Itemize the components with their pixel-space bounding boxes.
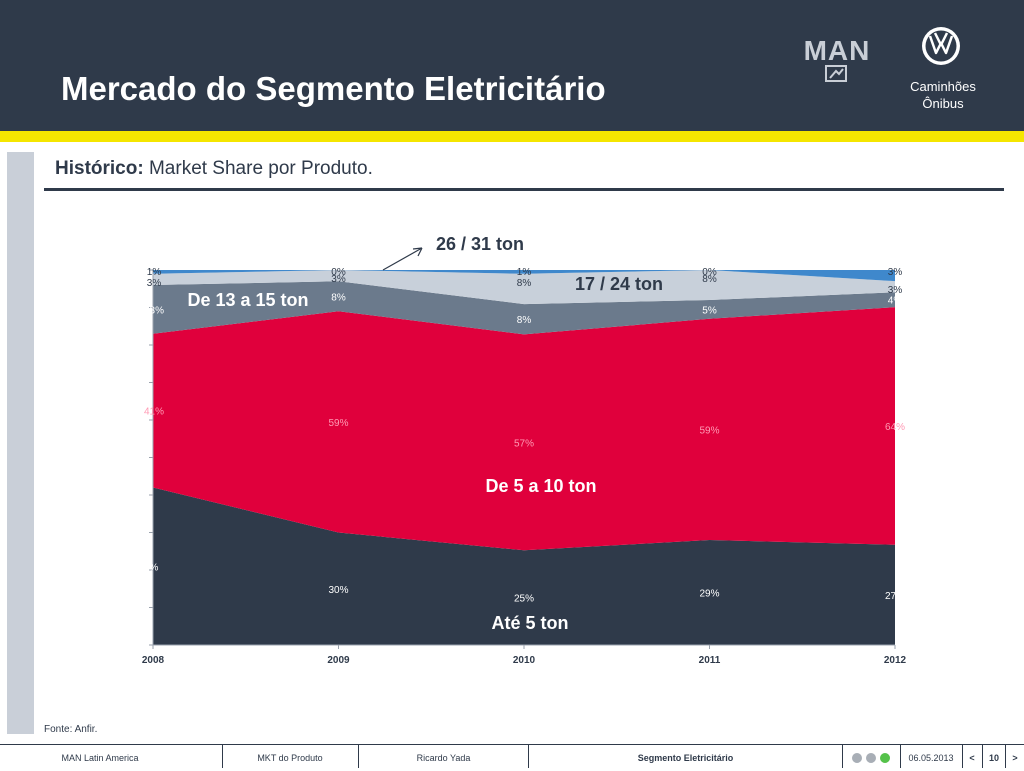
- footer-separator: [528, 745, 529, 768]
- annotation-26-31-ton: 26 / 31 ton: [436, 234, 524, 254]
- data-label: %: [150, 562, 159, 573]
- data-label: 59%: [699, 425, 719, 436]
- annotation-de-13-a-15-ton: De 13 a 15 ton: [187, 290, 308, 310]
- data-label: 1%: [147, 267, 162, 278]
- subtitle-rule: [44, 188, 1004, 191]
- data-label: 8%: [517, 278, 532, 289]
- area-17-24-ton: [153, 270, 895, 305]
- footer-department: MKT do Produto: [257, 753, 323, 763]
- data-label: 1%: [517, 267, 532, 278]
- footer-topic: Segmento Eletricitário: [637, 753, 734, 763]
- data-label: 0%: [331, 267, 346, 278]
- data-label: 3%: [331, 274, 346, 285]
- footer-separator: [222, 745, 223, 768]
- brand-line-2: Ônibus: [922, 96, 964, 111]
- annotation-17-24-ton: 17 / 24 ton: [575, 274, 663, 294]
- data-label: 8%: [517, 315, 532, 326]
- annotation-de-5-a-10-ton: De 5 a 10 ton: [485, 476, 596, 496]
- x-tick-label: 2008: [142, 655, 165, 666]
- footer-separator: [982, 745, 983, 768]
- data-label: 3%: [888, 267, 903, 278]
- source-note: Fonte: Anfir.: [44, 724, 98, 735]
- man-logo: MAN: [804, 38, 871, 82]
- vw-logo-v: [933, 32, 949, 47]
- slide-subtitle: Histórico: Market Share por Produto.: [55, 158, 373, 180]
- footer: MAN Latin America MKT do Produto Ricardo…: [0, 745, 1024, 768]
- footer-separator: [1005, 745, 1006, 768]
- data-label: 25%: [514, 594, 534, 605]
- footer-company: MAN Latin America: [61, 753, 139, 763]
- status-dot-2: [866, 753, 876, 763]
- x-tick-label: 2011: [699, 655, 721, 666]
- data-label: 41%: [144, 407, 164, 418]
- accent-bar: [0, 131, 1024, 142]
- x-tick-label: 2010: [513, 655, 536, 666]
- annotation-arrow: [382, 247, 423, 271]
- page-number: 10: [988, 753, 999, 763]
- brand-text: Caminhões Ônibus: [898, 78, 988, 112]
- footer-separator: [842, 745, 843, 768]
- data-label: 59%: [328, 418, 348, 429]
- footer-separator: [358, 745, 359, 768]
- data-label: 8%: [702, 274, 717, 285]
- x-tick-label: 2009: [327, 655, 350, 666]
- x-tick-label: 2012: [884, 655, 907, 666]
- status-dot-1: [852, 753, 862, 763]
- man-lion-badge: [825, 65, 847, 82]
- footer-separator: [900, 745, 901, 768]
- annotation-ate-5-ton: Até 5 ton: [491, 613, 568, 633]
- data-label: 30%: [328, 585, 348, 596]
- man-logo-text: MAN: [804, 38, 871, 66]
- data-label: 4%: [888, 296, 903, 307]
- footer-author: Ricardo Yada: [416, 753, 471, 763]
- page-title: Mercado do Segmento Eletricitário: [61, 70, 606, 107]
- area-de-5-a-10-ton: [153, 307, 895, 551]
- data-label: 8%: [331, 292, 346, 303]
- next-page-button[interactable]: >: [1012, 753, 1018, 763]
- data-label: 57%: [514, 438, 534, 449]
- brand-line-1: Caminhões: [910, 79, 976, 94]
- data-label: 5%: [702, 305, 717, 316]
- area-26-31-ton: [153, 270, 895, 282]
- data-label: 29%: [699, 589, 719, 600]
- data-label: 13%: [144, 305, 164, 316]
- vw-logo: [922, 27, 960, 65]
- data-label: 64%: [885, 422, 905, 433]
- area-de-13-a-15-ton: [153, 281, 895, 335]
- prev-page-button[interactable]: <: [969, 753, 975, 763]
- footer-rule: [0, 744, 1024, 745]
- subtitle-text: Market Share por Produto.: [143, 158, 373, 179]
- status-dot-3: [880, 753, 890, 763]
- data-label: 3%: [147, 278, 162, 289]
- header-band: [0, 0, 1024, 131]
- data-label: 27%: [885, 591, 905, 602]
- area-at-5-ton: [153, 487, 895, 645]
- side-bar: [7, 152, 34, 734]
- footer-date: 06.05.2013: [908, 753, 954, 763]
- data-label: 3%: [888, 285, 903, 296]
- man-lion-icon: [829, 68, 844, 79]
- footer-separator: [962, 745, 963, 768]
- data-label: 0%: [702, 267, 717, 278]
- subtitle-bold: Histórico:: [55, 158, 144, 179]
